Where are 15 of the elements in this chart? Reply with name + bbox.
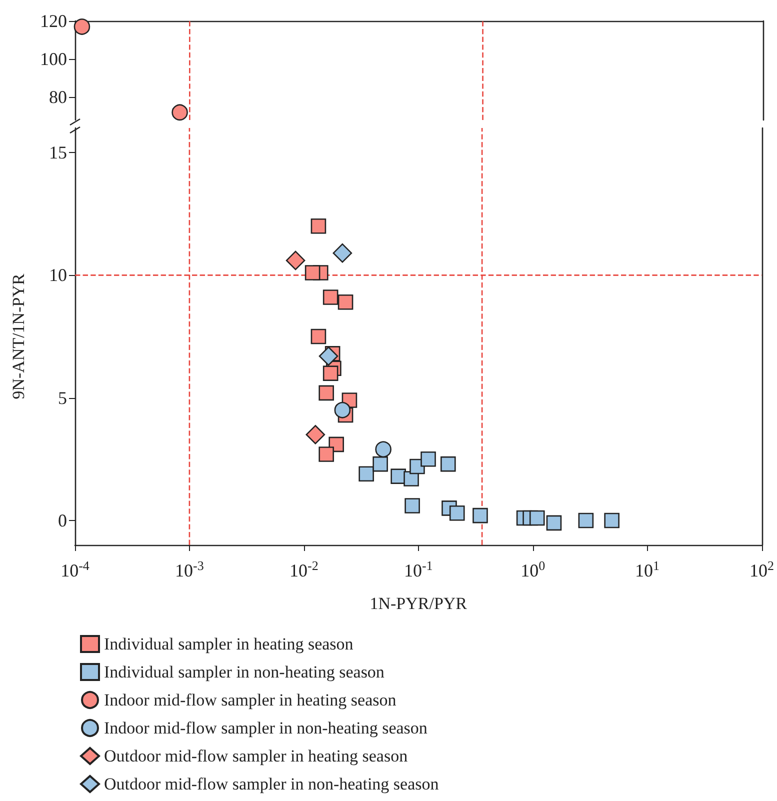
x-axis-title: 1N-PYR/PYR bbox=[370, 594, 468, 613]
y-tick-label: 80 bbox=[49, 87, 67, 108]
y-tick-label: 5 bbox=[58, 388, 67, 408]
legend-label: Individual sampler in heating season bbox=[104, 634, 354, 654]
legend-label: Outdoor mid-flow sampler in heating season bbox=[104, 746, 408, 766]
y-tick-label: 0 bbox=[58, 510, 67, 530]
y-tick-label: 100 bbox=[40, 49, 67, 70]
y-tick-label: 120 bbox=[40, 11, 67, 31]
legend-label: Individual sampler in non-heating season bbox=[104, 662, 385, 682]
legend-label: Indoor mid-flow sampler in non-heating season bbox=[104, 718, 428, 738]
legend-label: Outdoor mid-flow sampler in non-heating season bbox=[104, 774, 440, 794]
y-tick-label: 10 bbox=[49, 265, 67, 286]
y-tick-label: 15 bbox=[49, 142, 67, 163]
legend-label: Indoor mid-flow sampler in heating season bbox=[104, 690, 397, 710]
y-axis-title: 9N-ANT/1N-PYR bbox=[9, 273, 28, 400]
